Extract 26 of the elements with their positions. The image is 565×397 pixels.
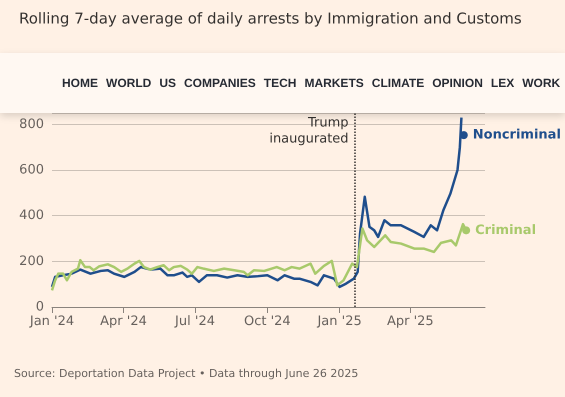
y-tick-label: 800 — [19, 116, 44, 132]
series-label: Noncriminal — [472, 128, 561, 143]
text: WORK — [522, 76, 561, 90]
x-tick-label: Jul '24 — [174, 314, 215, 329]
y-tick-label: 600 — [19, 162, 44, 178]
y-tick-label: 200 — [19, 254, 44, 269]
text: US — [159, 76, 176, 90]
text: WORLD — [106, 76, 152, 90]
text: TECH — [264, 76, 296, 90]
x-tick-label: Apr '24 — [100, 314, 147, 329]
text: COMPANIES — [184, 76, 256, 90]
y-tick-label: 0 — [36, 300, 44, 314]
ref-line-label: Trump inaugurated — [269, 116, 349, 146]
text: LEX — [490, 76, 514, 90]
text: OPINION — [432, 76, 483, 90]
chart-title: Rolling 7-day average of daily arrests by Immigration and Customs — [19, 10, 522, 28]
y-tick-label: 400 — [19, 208, 44, 224]
x-tick-label: Jan '24 — [28, 314, 74, 329]
x-tick-label: Apr '25 — [386, 314, 434, 329]
text: CLIMATE — [372, 76, 424, 90]
series-label: Criminal — [475, 222, 536, 238]
x-tick-label: Oct '24 — [244, 314, 291, 329]
source-note: Source: Deportation Data Project • Data through June 26 2025 — [14, 367, 358, 380]
text: HOME — [62, 76, 98, 90]
x-tick-label: Jan '25 — [316, 314, 362, 329]
text: MARKETS — [304, 76, 364, 90]
